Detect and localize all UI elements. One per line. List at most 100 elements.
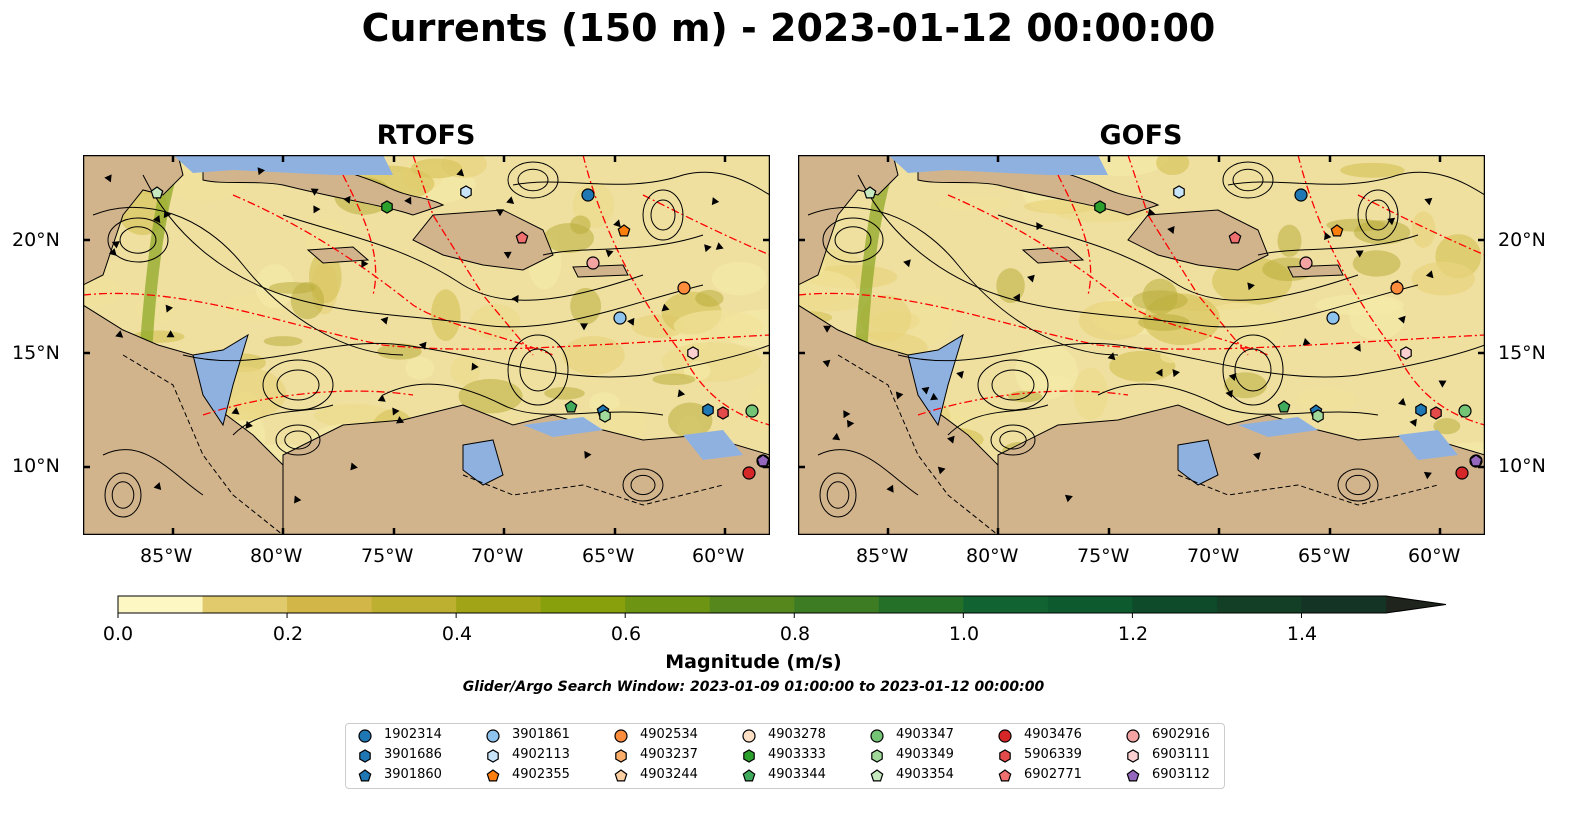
flow-arrowhead bbox=[1247, 282, 1255, 291]
legend-label: 6903112 bbox=[1152, 767, 1210, 782]
eez-boundary bbox=[1057, 174, 1092, 296]
legend-label: 4903349 bbox=[896, 747, 954, 762]
legend-marker-hexagon-icon bbox=[615, 749, 627, 763]
streamline bbox=[857, 174, 1419, 328]
colorbar-outline bbox=[117, 595, 1447, 614]
speed-shading bbox=[410, 158, 462, 179]
legend-label: 3901861 bbox=[512, 727, 570, 742]
flow-arrowhead bbox=[1438, 380, 1447, 388]
float-marker-6903112 bbox=[756, 454, 770, 467]
streamline bbox=[282, 214, 644, 301]
speed-shading bbox=[711, 261, 767, 296]
float-marker-6902916 bbox=[1299, 256, 1313, 270]
lon-tick-label: 70°W bbox=[471, 545, 524, 567]
colorbar-bin bbox=[540, 596, 626, 613]
flow-arrowhead bbox=[1424, 197, 1433, 206]
speed-shading bbox=[1156, 155, 1190, 176]
figure-title: Currents (150 m) - 2023-01-12 00:00:00 bbox=[361, 6, 1216, 50]
streamline bbox=[142, 174, 704, 328]
speed-shading bbox=[1411, 211, 1436, 248]
lon-tick-label: 80°W bbox=[250, 545, 303, 567]
float-marker-4903476 bbox=[1455, 466, 1469, 480]
speed-shading bbox=[313, 403, 393, 428]
legend-label: 6902916 bbox=[1152, 727, 1210, 742]
eddy-streamline bbox=[1345, 474, 1371, 496]
lake-maracaibo bbox=[462, 439, 504, 486]
legend-marker-pentagon-icon bbox=[870, 769, 884, 782]
flow-arrowhead bbox=[1253, 452, 1261, 460]
speed-shading bbox=[798, 294, 865, 312]
lake-maracaibo bbox=[1177, 439, 1219, 486]
colorbar-bin bbox=[1301, 596, 1387, 613]
eddy-streamline bbox=[826, 481, 850, 509]
lat-tick-label: 20°N bbox=[1498, 229, 1546, 251]
float-marker-4902534 bbox=[1390, 281, 1404, 295]
flow-arrowhead bbox=[823, 325, 832, 333]
flow-arrowhead bbox=[704, 244, 712, 253]
speed-shading bbox=[1411, 261, 1475, 296]
speed-shading bbox=[860, 295, 912, 342]
flow-arrowhead bbox=[503, 251, 512, 259]
lat-tick-label: 10°N bbox=[12, 455, 60, 477]
float-marker-1902314 bbox=[581, 188, 595, 202]
flow-arrowhead bbox=[937, 466, 946, 475]
eddy-streamline bbox=[977, 359, 1049, 411]
legend-marker-hexagon-icon bbox=[743, 749, 755, 763]
flow-arrowhead bbox=[1064, 494, 1073, 503]
lon-tick-label: 70°W bbox=[1187, 545, 1240, 567]
lon-tick-label: 75°W bbox=[361, 545, 414, 567]
float-marker-4903349 bbox=[599, 409, 611, 423]
eddy-streamline bbox=[630, 474, 656, 496]
flow-arrowhead bbox=[895, 391, 904, 400]
flow-arrowhead bbox=[1425, 270, 1434, 279]
flow-arrowhead bbox=[294, 495, 302, 504]
speed-shading bbox=[1014, 344, 1078, 400]
flow-arrowhead bbox=[711, 197, 720, 206]
speed-shading bbox=[1340, 162, 1405, 178]
puerto-rico-land bbox=[1287, 264, 1344, 278]
colorbar-bin bbox=[1132, 596, 1218, 613]
speed-shading bbox=[1138, 313, 1190, 331]
legend-marker-pentagon-icon bbox=[1126, 769, 1140, 782]
flow-arrowhead bbox=[832, 432, 841, 441]
lat-tick-label: 20°N bbox=[12, 229, 60, 251]
speed-shading bbox=[263, 336, 303, 347]
flow-arrowhead bbox=[111, 241, 120, 249]
jamaica-land bbox=[306, 246, 370, 264]
streamline bbox=[1227, 171, 1485, 196]
eez-boundary bbox=[947, 194, 1269, 356]
hispaniola-land bbox=[1127, 209, 1269, 271]
flow-arrowhead bbox=[377, 394, 386, 402]
speed-shading bbox=[1078, 300, 1148, 341]
speed-shading bbox=[1131, 290, 1188, 311]
speed-shading bbox=[1433, 418, 1461, 435]
flow-arrowhead bbox=[1398, 397, 1406, 406]
float-marker-3901686 bbox=[1415, 403, 1427, 417]
legend-label: 6903111 bbox=[1152, 747, 1210, 762]
colorbar-bin bbox=[118, 596, 203, 613]
flow-arrowhead bbox=[456, 168, 465, 177]
flow-arrowhead bbox=[471, 362, 479, 371]
streamline bbox=[512, 171, 770, 196]
flow-arrowhead bbox=[153, 482, 162, 491]
flow-arrowhead bbox=[1167, 226, 1175, 234]
float-marker-4902355 bbox=[1330, 224, 1344, 237]
bahamas-shelf bbox=[173, 155, 393, 175]
float-marker-4903349 bbox=[1312, 409, 1324, 423]
map-frame bbox=[83, 155, 770, 535]
speed-shading bbox=[673, 310, 763, 342]
legend-marker-circle-icon bbox=[358, 729, 372, 743]
eddy-streamline bbox=[517, 168, 549, 192]
flow-arrowhead bbox=[613, 219, 621, 228]
float-marker-4902534 bbox=[677, 281, 691, 295]
float-marker-3901686 bbox=[702, 403, 714, 417]
colorbar-bin bbox=[963, 596, 1049, 613]
eddy-streamline bbox=[276, 369, 320, 401]
speed-shading bbox=[1277, 224, 1302, 257]
eddy-streamline bbox=[507, 161, 559, 199]
float-marker-1902314 bbox=[1294, 188, 1308, 202]
speed-shading bbox=[377, 343, 422, 360]
flow-arrowhead bbox=[152, 215, 161, 224]
legend-label: 3901860 bbox=[384, 767, 442, 782]
colorbar-tick-label: 0.0 bbox=[102, 623, 134, 645]
